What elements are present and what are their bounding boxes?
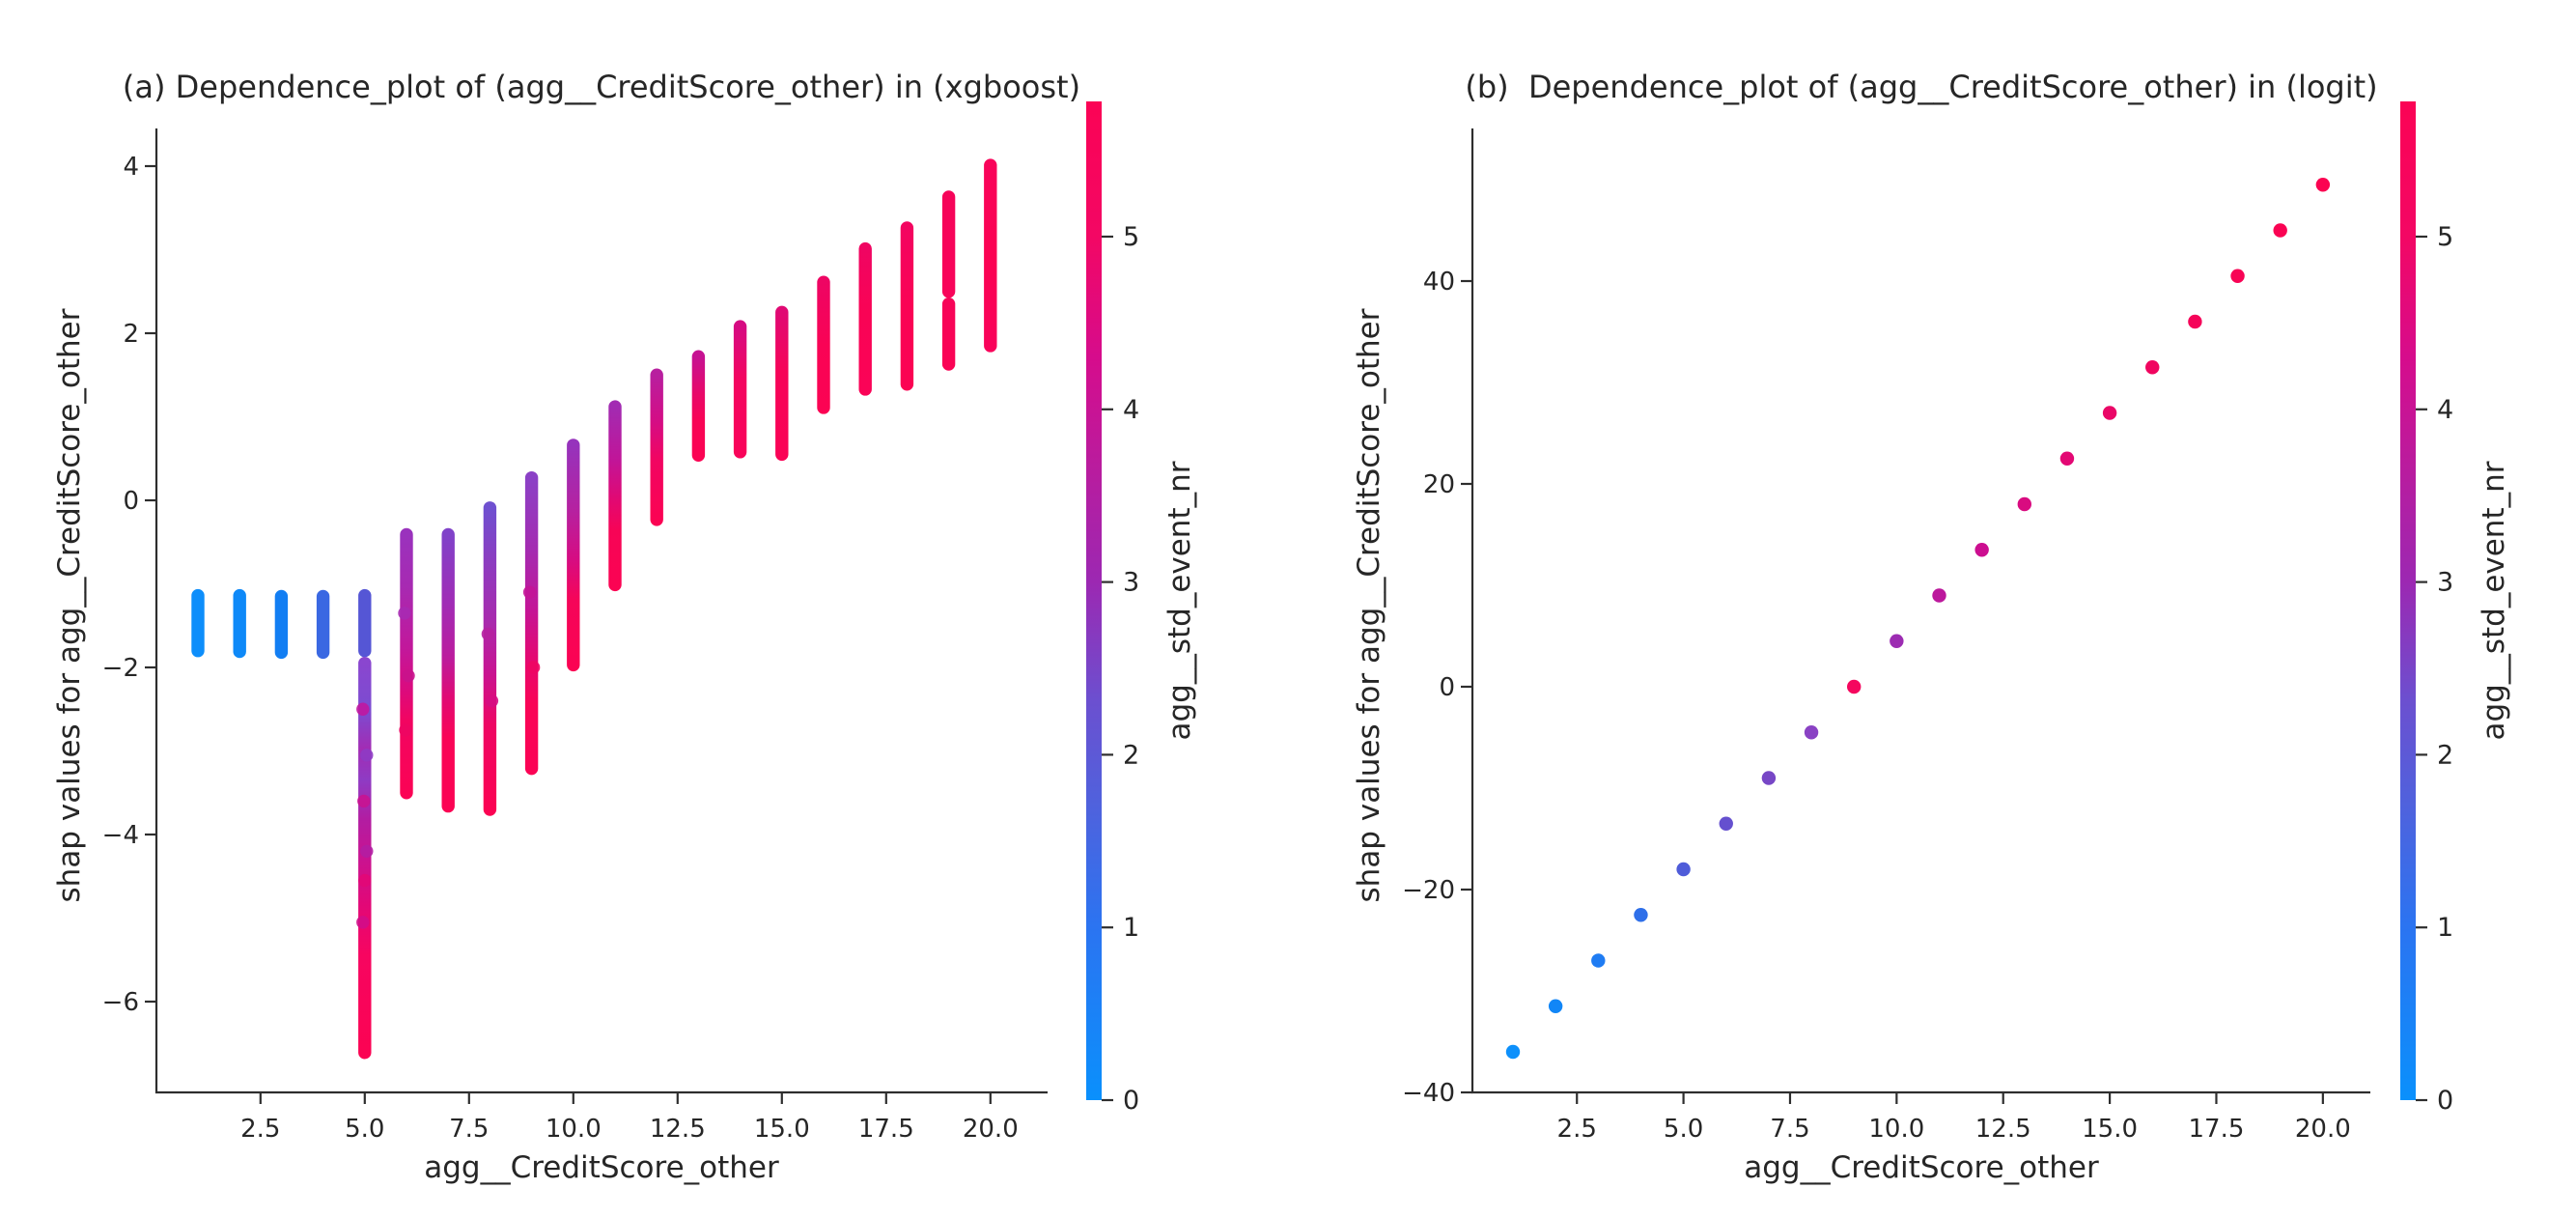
- shap-strip-blob: [402, 668, 415, 683]
- x-tick-label: 2.5: [240, 1115, 280, 1144]
- panel-a-spines: [154, 128, 1048, 1094]
- y-tick-label: 0: [1439, 673, 1455, 702]
- y-tick-label: 4: [123, 153, 139, 182]
- x-tick-label: 12.5: [1975, 1115, 2031, 1144]
- colorbar-tick-label: 3: [2437, 568, 2453, 598]
- shap-point-x10: [1890, 634, 1904, 648]
- y-tick-label: −20: [1402, 876, 1455, 905]
- x-tick-label: 17.5: [858, 1115, 914, 1144]
- shap-point-x3: [1591, 953, 1606, 968]
- shap-point-x4: [1634, 908, 1648, 922]
- x-tick-label: 7.5: [449, 1115, 489, 1144]
- colorbar-tick-label: 0: [1123, 1086, 1139, 1116]
- colorbar-tick-label: 4: [2437, 395, 2453, 425]
- x-tick-label: 2.5: [1557, 1115, 1597, 1144]
- shap-point-x16: [2145, 360, 2160, 375]
- x-tick-label: 12.5: [650, 1115, 706, 1144]
- colorbar-tick-label: 1: [2437, 913, 2453, 943]
- shap-point-x14: [2059, 451, 2075, 466]
- panel-a: 2.5 5.0 7.5 10.0 12.5 15.0 17.5 20.0 4 2 0 −2 −4 −6 0 1…: [102, 101, 1139, 1144]
- panel-a-title: (a) Dependence_plot of (agg__CreditScore…: [123, 69, 1080, 105]
- panel-b: 2.5 5.0 7.5 10.0 12.5 15.0 17.5 20.040200−20−40…: [1402, 101, 2453, 1144]
- colorbar-tick-label: 5: [2437, 222, 2453, 252]
- y-tick-label: −2: [102, 654, 139, 683]
- shap-point-x17: [2188, 314, 2202, 329]
- x-tick-label: 5.0: [1664, 1115, 1703, 1144]
- panel-b-xaxis-label: agg__CreditScore_other: [1744, 1150, 2099, 1185]
- shap-point-x5: [1676, 862, 1691, 877]
- panel-a-colorbar-label: agg__std_event_nr: [1162, 461, 1197, 740]
- shap-point-x2: [1548, 999, 1563, 1013]
- shap-point-x18: [2230, 269, 2245, 283]
- y-tick-label: 0: [123, 487, 139, 516]
- x-tick-label: 7.5: [1770, 1115, 1809, 1144]
- shap-point-x20: [2315, 178, 2331, 192]
- shap-strip-blob: [485, 693, 499, 708]
- y-tick-label: −40: [1402, 1079, 1455, 1108]
- shap-point-x9: [1847, 679, 1862, 694]
- panel-b-colorbar-label: agg__std_event_nr: [2477, 461, 2511, 740]
- x-tick-label: 20.0: [963, 1115, 1019, 1144]
- shap-strip-blob: [481, 627, 495, 641]
- shap-strip-blob: [398, 607, 411, 620]
- x-tick-label: 20.0: [2295, 1115, 2351, 1144]
- panel-a-yaxis-label: shap values for agg__CreditScore_other: [52, 308, 87, 902]
- shap-strip-blob: [356, 702, 370, 716]
- shap-strip-blob: [522, 585, 537, 599]
- shap-point-x6: [1719, 816, 1733, 831]
- shap-strip-blob: [360, 844, 374, 858]
- panel-b-yaxis-label: shap values for agg__CreditScore_other: [1352, 308, 1386, 902]
- x-tick-label: 15.0: [2082, 1115, 2138, 1144]
- y-tick-label: 20: [1423, 470, 1455, 499]
- y-tick-label: −4: [102, 821, 139, 850]
- y-tick-label: −6: [102, 988, 139, 1017]
- x-tick-label: 5.0: [345, 1115, 384, 1144]
- panel-b-title: (b) Dependence_plot of (agg__CreditScore…: [1465, 69, 2377, 105]
- colorbar-tick-label: 5: [1123, 222, 1139, 252]
- shap-strip-blob: [356, 916, 370, 929]
- y-tick-label: 40: [1423, 268, 1455, 297]
- shap-point-x8: [1804, 725, 1819, 740]
- panel-a-xaxis-label: agg__CreditScore_other: [424, 1150, 779, 1185]
- colorbar-a: [1086, 101, 1102, 1100]
- y-tick-label: 2: [123, 320, 139, 349]
- shap-strip-blob: [360, 749, 374, 762]
- shap-point-x15: [2102, 406, 2117, 420]
- colorbar-tick-label: 1: [1123, 913, 1139, 943]
- shap-point-x13: [2017, 496, 2031, 512]
- shap-strip-blob: [357, 794, 371, 808]
- colorbar-tick-label: 4: [1123, 395, 1139, 425]
- colorbar-tick-label: 3: [1123, 568, 1139, 598]
- shap-strip-blob: [358, 873, 372, 888]
- x-tick-label: 15.0: [754, 1115, 810, 1144]
- shap-point-x11: [1932, 588, 1946, 603]
- shap-strip-blob: [526, 661, 541, 674]
- colorbar-b: [2400, 101, 2416, 1100]
- shap-point-x12: [1974, 543, 1989, 557]
- colorbar-tick-label: 0: [2437, 1086, 2453, 1116]
- shap-point-x7: [1761, 771, 1777, 785]
- shap-point-x19: [2273, 223, 2287, 238]
- shap-strip-blob: [399, 723, 412, 737]
- shap-point-x1: [1505, 1044, 1521, 1060]
- colorbar-tick-label: 2: [1123, 740, 1139, 770]
- colorbar-tick-label: 2: [2437, 740, 2453, 770]
- x-tick-label: 17.5: [2189, 1115, 2245, 1144]
- x-tick-label: 10.0: [546, 1115, 602, 1144]
- x-tick-label: 10.0: [1868, 1115, 1924, 1144]
